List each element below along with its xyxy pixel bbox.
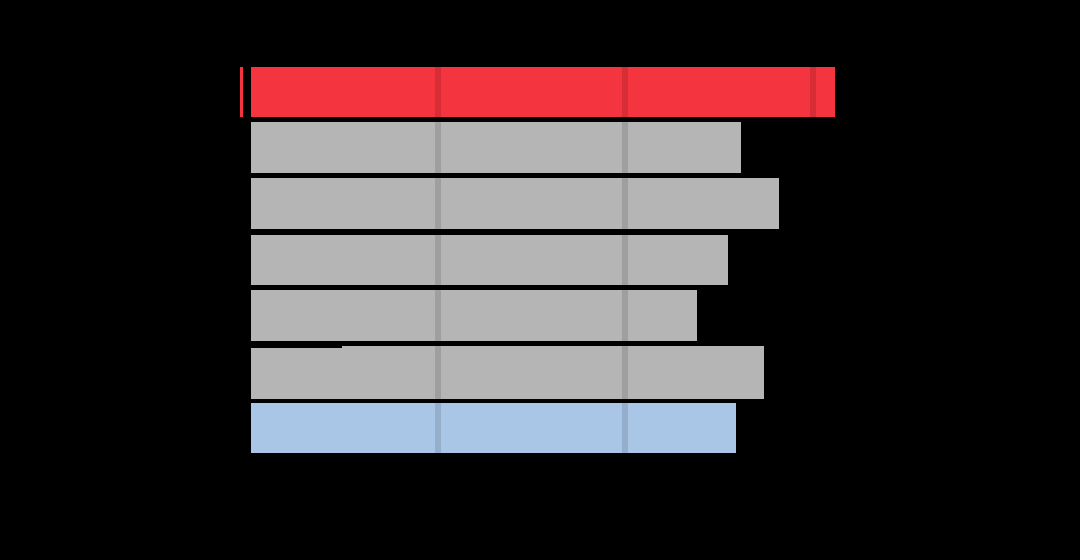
x-gridline-10 — [435, 63, 442, 506]
bar-row-3 — [251, 178, 779, 229]
x-gridline-30 — [809, 63, 816, 506]
red-sliver-artifact — [240, 67, 243, 117]
bar-row-7 — [251, 403, 736, 453]
x-gridline-20 — [622, 63, 629, 506]
bar-row-6-secondary-rect — [342, 346, 764, 397]
bar-row-2 — [251, 122, 742, 173]
plot-area — [92, 63, 1005, 506]
bar-row-5 — [251, 290, 697, 341]
bar-row-4 — [251, 234, 729, 285]
bar-row-1 — [251, 67, 836, 117]
